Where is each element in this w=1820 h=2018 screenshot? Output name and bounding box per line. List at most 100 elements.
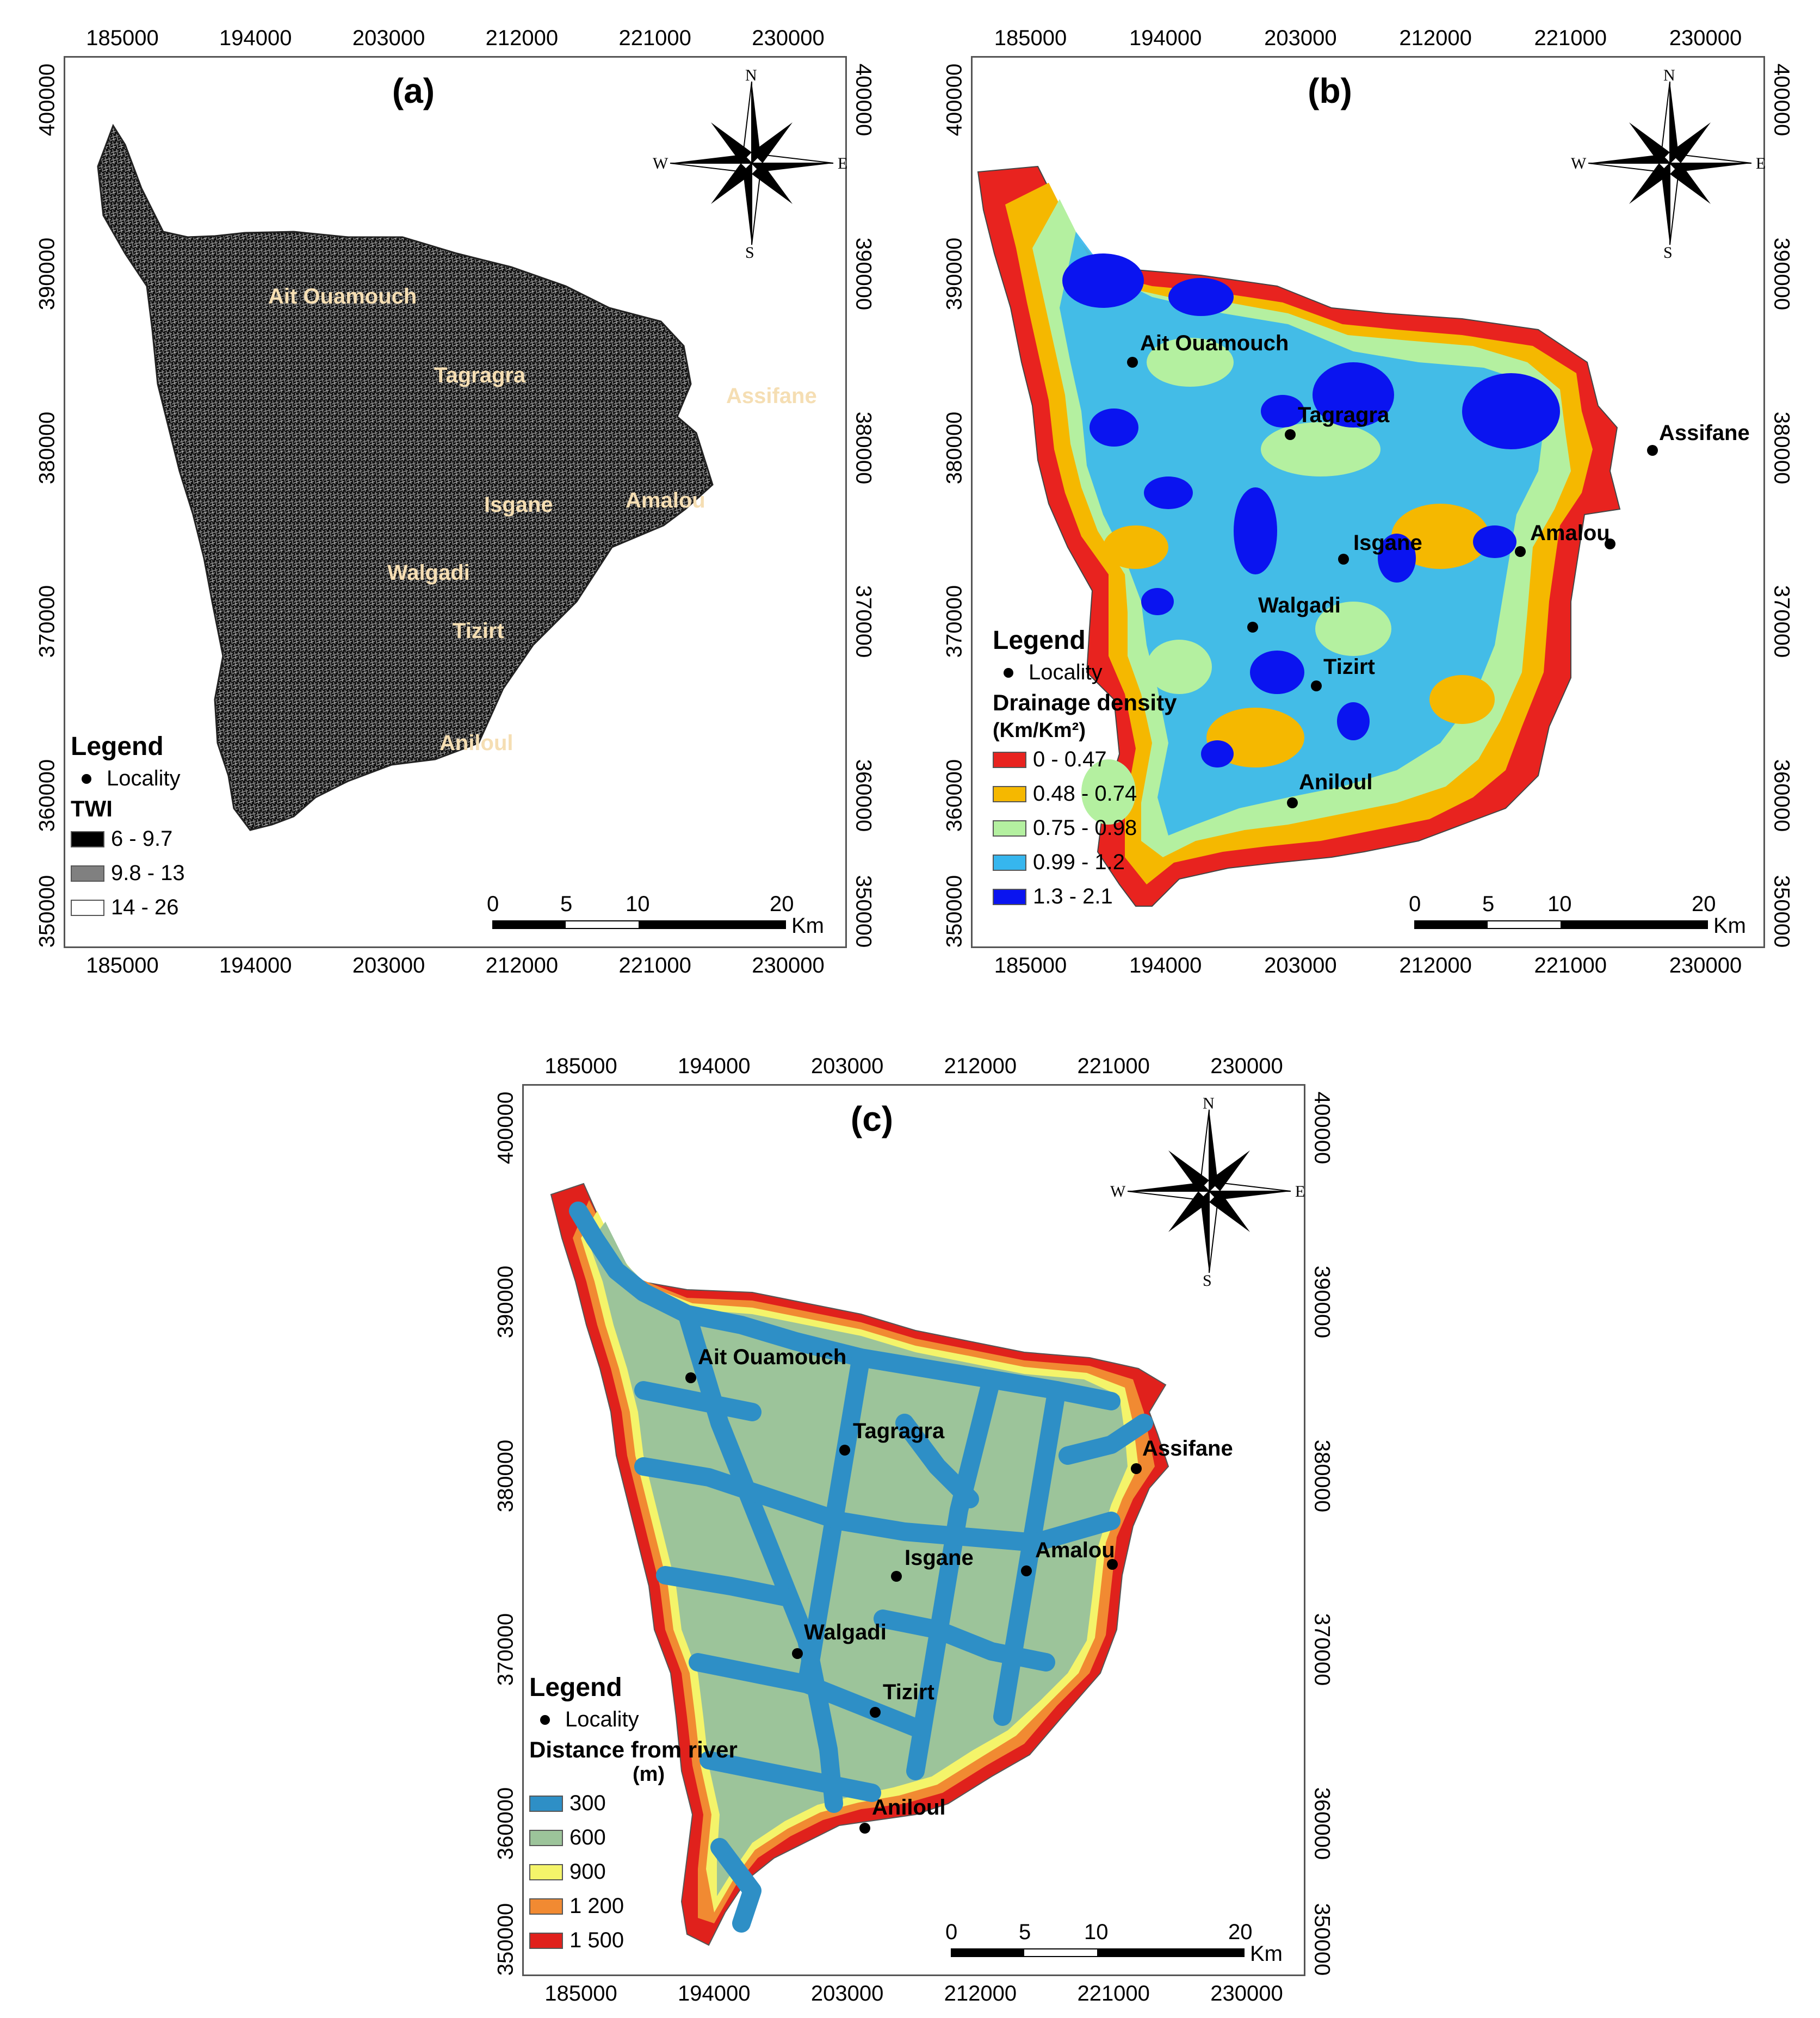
compass-e-label: E (1295, 1183, 1305, 1200)
x-tick-label: 203000 (1264, 954, 1337, 977)
compass-e-label: E (838, 154, 848, 172)
y-tick-label: 370000 (851, 585, 876, 658)
y-tick-label: 390000 (1769, 237, 1794, 311)
place-label: Tagragra (853, 1419, 945, 1443)
locality-dot-icon (1647, 445, 1658, 456)
place-label: Aniloul (439, 731, 513, 755)
y-tick-label: 380000 (851, 411, 876, 484)
y-tick-label: 350000 (851, 875, 876, 948)
locality-dot-icon (1127, 357, 1138, 368)
twi-map (97, 123, 714, 831)
y-tick-label: 390000 (851, 237, 876, 311)
legend-unit: (m) (633, 1763, 665, 1786)
x-tick-label: 221000 (1077, 1982, 1150, 2005)
locality-dot-icon (1131, 1463, 1142, 1474)
x-tick-label: 203000 (352, 26, 425, 50)
y-tick-label: 400000 (1769, 63, 1794, 137)
legend-class: 600 (529, 1821, 738, 1855)
locality-dot-icon (540, 1714, 550, 1725)
locality-dot-icon (685, 1372, 696, 1383)
legend-variable: Distance from river (529, 1737, 738, 1762)
compass-s-label: S (1663, 244, 1673, 262)
y-tick-label: 380000 (942, 411, 967, 484)
x-tick-label: 203000 (810, 1982, 884, 2005)
locality-dot-icon (1004, 667, 1013, 678)
legend-class: 1.3 - 2.1 (993, 880, 1177, 914)
x-tick-label: 185000 (544, 1982, 617, 2005)
y-tick-label: 380000 (493, 1439, 518, 1512)
y-tick-label: 360000 (1310, 1787, 1334, 1860)
x-tick-label: 212000 (944, 1054, 1017, 1078)
compass-s-label: S (745, 244, 754, 262)
locality-dot-icon (839, 1445, 850, 1456)
x-tick-label: 185000 (86, 954, 159, 977)
locality-dot-icon (1247, 622, 1258, 633)
legend-title: Legend (529, 1673, 622, 1702)
locality-dot-icon (1605, 538, 1615, 549)
distance-from-river-map (550, 1183, 1169, 1946)
place-label: Walgadi (387, 561, 470, 585)
locality-dot-icon (891, 1571, 902, 1582)
legend-variable: TWI (71, 796, 113, 821)
compass-n-label: N (1663, 66, 1675, 84)
place-label: Isgane (1353, 531, 1422, 555)
x-tick-label: 194000 (219, 954, 292, 977)
legend-unit: (Km/Km²) (993, 719, 1086, 742)
y-tick-label: 350000 (35, 875, 59, 948)
y-tick-label: 370000 (942, 585, 967, 658)
place-label: Isgane (484, 493, 553, 517)
x-tick-label: 221000 (1077, 1054, 1150, 1078)
x-tick-label: 185000 (544, 1054, 617, 1078)
x-tick-label: 230000 (1210, 1982, 1283, 2005)
y-tick-label: 360000 (942, 759, 967, 832)
legend-swatch (993, 888, 1026, 905)
compass-n-label: N (745, 66, 757, 84)
legend-swatch (529, 1829, 563, 1846)
y-tick-label: 370000 (1310, 1613, 1334, 1686)
place-label: Tizirt (883, 1680, 934, 1704)
map-title: (c) (850, 1099, 894, 1138)
legend-swatch (993, 785, 1026, 802)
river-buffer (569, 1202, 1153, 1933)
x-tick-label: 194000 (678, 1054, 751, 1078)
y-tick-label: 380000 (1769, 411, 1794, 484)
map-panel-c: Ait Ouamouch Tagragra Assifane Isgane Am… (459, 1028, 1361, 2018)
legend-locality: Locality (529, 1703, 738, 1737)
legend-swatch (993, 751, 1026, 768)
compass-n-label: N (1203, 1094, 1215, 1112)
legend-class: 6 - 9.7 (71, 822, 185, 856)
place-label: Amalou (1530, 521, 1610, 545)
locality-dot-icon (82, 773, 91, 784)
y-tick-label: 390000 (35, 237, 59, 311)
legend-class: 900 (529, 1855, 738, 1889)
compass-e-label: E (1756, 154, 1766, 172)
y-tick-label: 370000 (1769, 585, 1794, 658)
y-tick-label: 360000 (1769, 759, 1794, 832)
legend-swatch (529, 1864, 563, 1880)
legend-locality: Locality (71, 762, 185, 796)
map-panel-b: Ait Ouamouch Tagragra Assifane Isgane Am… (919, 0, 1820, 977)
map-title: (a) (392, 71, 435, 110)
legend-swatch (529, 1795, 563, 1812)
x-tick-label: 203000 (810, 1054, 884, 1078)
map-frame: Ait Ouamouch Tagragra Assifane Isgane Am… (971, 56, 1765, 948)
x-tick-label: 230000 (1210, 1054, 1283, 1078)
y-tick-label: 400000 (851, 63, 876, 137)
legend-locality: Locality (993, 655, 1177, 690)
locality-dot-icon (859, 1823, 870, 1834)
x-tick-label: 221000 (1534, 954, 1607, 977)
y-tick-label: 360000 (493, 1787, 518, 1860)
scale-bar: 0 5 10 20 Km (945, 1920, 1283, 1966)
legend-title: Legend (993, 626, 1086, 655)
x-tick-label: 230000 (752, 26, 825, 50)
legend: Legend Locality TWI 6 - 9.7 9.8 - 13 14 … (71, 732, 185, 925)
compass-w-label: W (1571, 154, 1587, 172)
place-label: Amalou (626, 488, 705, 512)
place-label: Aniloul (1299, 770, 1373, 794)
x-tick-label: 230000 (1669, 26, 1742, 50)
place-label: Tizirt (1323, 655, 1375, 679)
x-tick-label: 194000 (678, 1982, 751, 2005)
locality-dot-icon (1021, 1565, 1032, 1576)
legend-swatch (71, 865, 104, 882)
legend: Legend Locality Drainage density (Km/Km²… (993, 626, 1177, 914)
